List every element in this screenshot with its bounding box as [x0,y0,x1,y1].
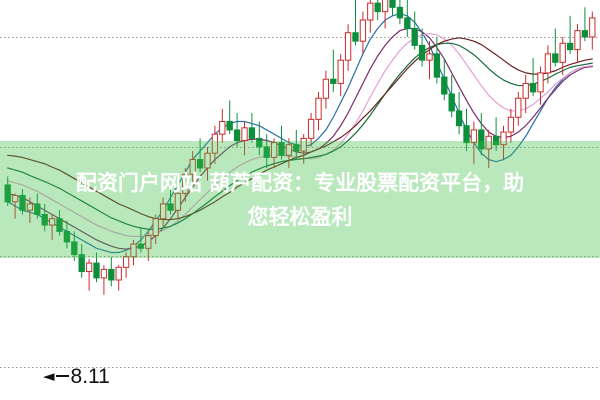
candles [4,0,596,295]
gridlines [0,37,600,368]
ma-lines [7,13,593,254]
